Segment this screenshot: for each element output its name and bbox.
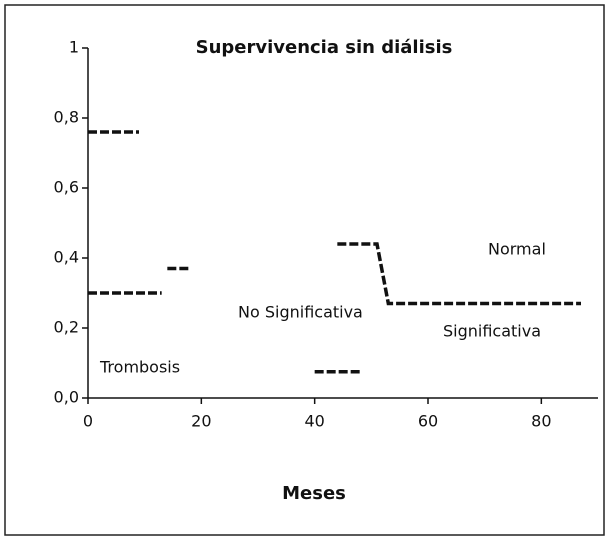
survival-line	[88, 130, 581, 306]
x-tick-label: 0	[83, 412, 93, 431]
annotation: Significativa	[443, 322, 541, 341]
x-tick-label: 80	[531, 412, 551, 431]
annotation: Trombosis	[99, 358, 180, 377]
y-tick-label: 0,2	[54, 318, 79, 337]
x-tick-label: 40	[304, 412, 324, 431]
y-tick-label: 0,0	[54, 388, 79, 407]
x-tick-label: 60	[418, 412, 438, 431]
y-tick-label: 0,8	[54, 108, 79, 127]
y-tick-label: 1	[69, 38, 79, 57]
y-tick-label: 0,6	[54, 178, 79, 197]
y-tick-label: 0,4	[54, 248, 79, 267]
chart-title: Supervivencia sin diálisis	[196, 37, 453, 58]
frame	[4, 4, 605, 536]
annotation: Normal	[488, 240, 546, 259]
annotation: No Significativa	[238, 303, 363, 322]
x-axis-label: Meses	[282, 483, 346, 504]
x-tick-label: 20	[191, 412, 211, 431]
survival-line	[88, 266, 190, 295]
